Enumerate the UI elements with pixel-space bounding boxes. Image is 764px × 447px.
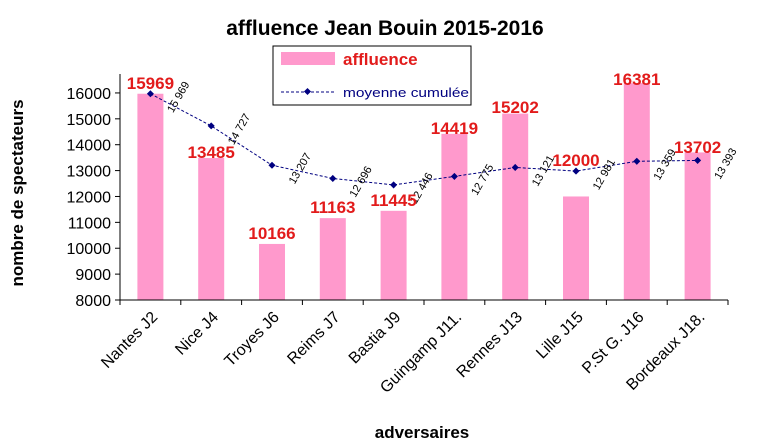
bar-label-1: 15969	[127, 74, 174, 93]
average-label-6: 12 775	[469, 162, 496, 197]
average-point-3	[268, 161, 276, 169]
x-tick-label-1: Nantes J2	[98, 309, 161, 372]
x-tick-label-8: Lille J15	[533, 309, 587, 363]
bar-6	[441, 133, 468, 300]
x-tick-label-2: Nice J4	[172, 309, 222, 359]
average-label-2: 14 727	[226, 112, 253, 147]
average-point-1	[146, 90, 154, 98]
y-tick-label-3: 10000	[67, 241, 112, 258]
bar-10	[684, 152, 711, 300]
x-tick-label-5: Bastia J9	[346, 309, 405, 368]
bar-7	[502, 113, 529, 300]
bar-label-8: 12000	[552, 151, 599, 170]
y-tick-label-8: 15000	[67, 112, 112, 129]
legend-line-marker	[303, 87, 312, 96]
bar-5	[380, 210, 407, 300]
average-point-2	[207, 122, 215, 130]
y-tick-label-7: 14000	[67, 138, 112, 155]
average-point-9	[633, 157, 641, 165]
bar-1	[137, 93, 164, 300]
average-point-6	[450, 172, 458, 180]
legend: affluence moyenne cumulée	[272, 45, 472, 106]
bar-label-7: 15202	[492, 98, 539, 117]
bar-label-3: 10166	[248, 224, 295, 243]
bar-label-2: 13485	[188, 143, 235, 162]
x-tick-label-4: Reims J7	[284, 309, 343, 368]
average-point-5	[390, 181, 398, 189]
bar-label-10: 13702	[674, 138, 721, 157]
y-tick-label-6: 13000	[67, 164, 112, 181]
legend-bar-swatch	[281, 52, 335, 65]
bar-2	[198, 158, 225, 300]
line-layer	[146, 90, 702, 189]
average-line	[150, 93, 698, 186]
chart-title: affluence Jean Bouin 2015-2016	[226, 17, 543, 40]
x-tick-label-7: Rennes J13	[454, 309, 526, 381]
bar-label-6: 14419	[431, 119, 478, 138]
y-tick-label-5: 12000	[67, 189, 112, 206]
legend-bar-label: affluence	[343, 50, 418, 69]
x-axis-title: adversaires	[375, 423, 470, 442]
bar-3	[259, 243, 285, 300]
bar-9	[623, 83, 650, 300]
y-tick-label-2: 9000	[75, 267, 111, 284]
bars-layer	[137, 83, 711, 300]
average-point-7	[511, 163, 519, 171]
average-point-8	[572, 167, 580, 175]
bar-8	[563, 196, 589, 300]
bar-label-9: 16381	[613, 70, 660, 89]
average-label-3: 13 207	[287, 151, 314, 186]
bar-4	[319, 218, 346, 300]
bar-label-5: 11445	[370, 191, 416, 210]
y-tick-label-9: 16000	[67, 86, 112, 103]
average-point-10	[694, 156, 702, 164]
x-tick-label-3: Troyes J6	[222, 309, 283, 370]
y-axis-title: nombre de spectateurs	[8, 99, 27, 286]
y-tick-label-4: 11000	[68, 215, 111, 232]
bar-label-4: 11163	[310, 198, 355, 217]
y-tick-label-1: 8000	[75, 293, 111, 310]
legend-line-label: moyenne cumulée	[343, 85, 469, 100]
average-point-4	[329, 174, 337, 182]
